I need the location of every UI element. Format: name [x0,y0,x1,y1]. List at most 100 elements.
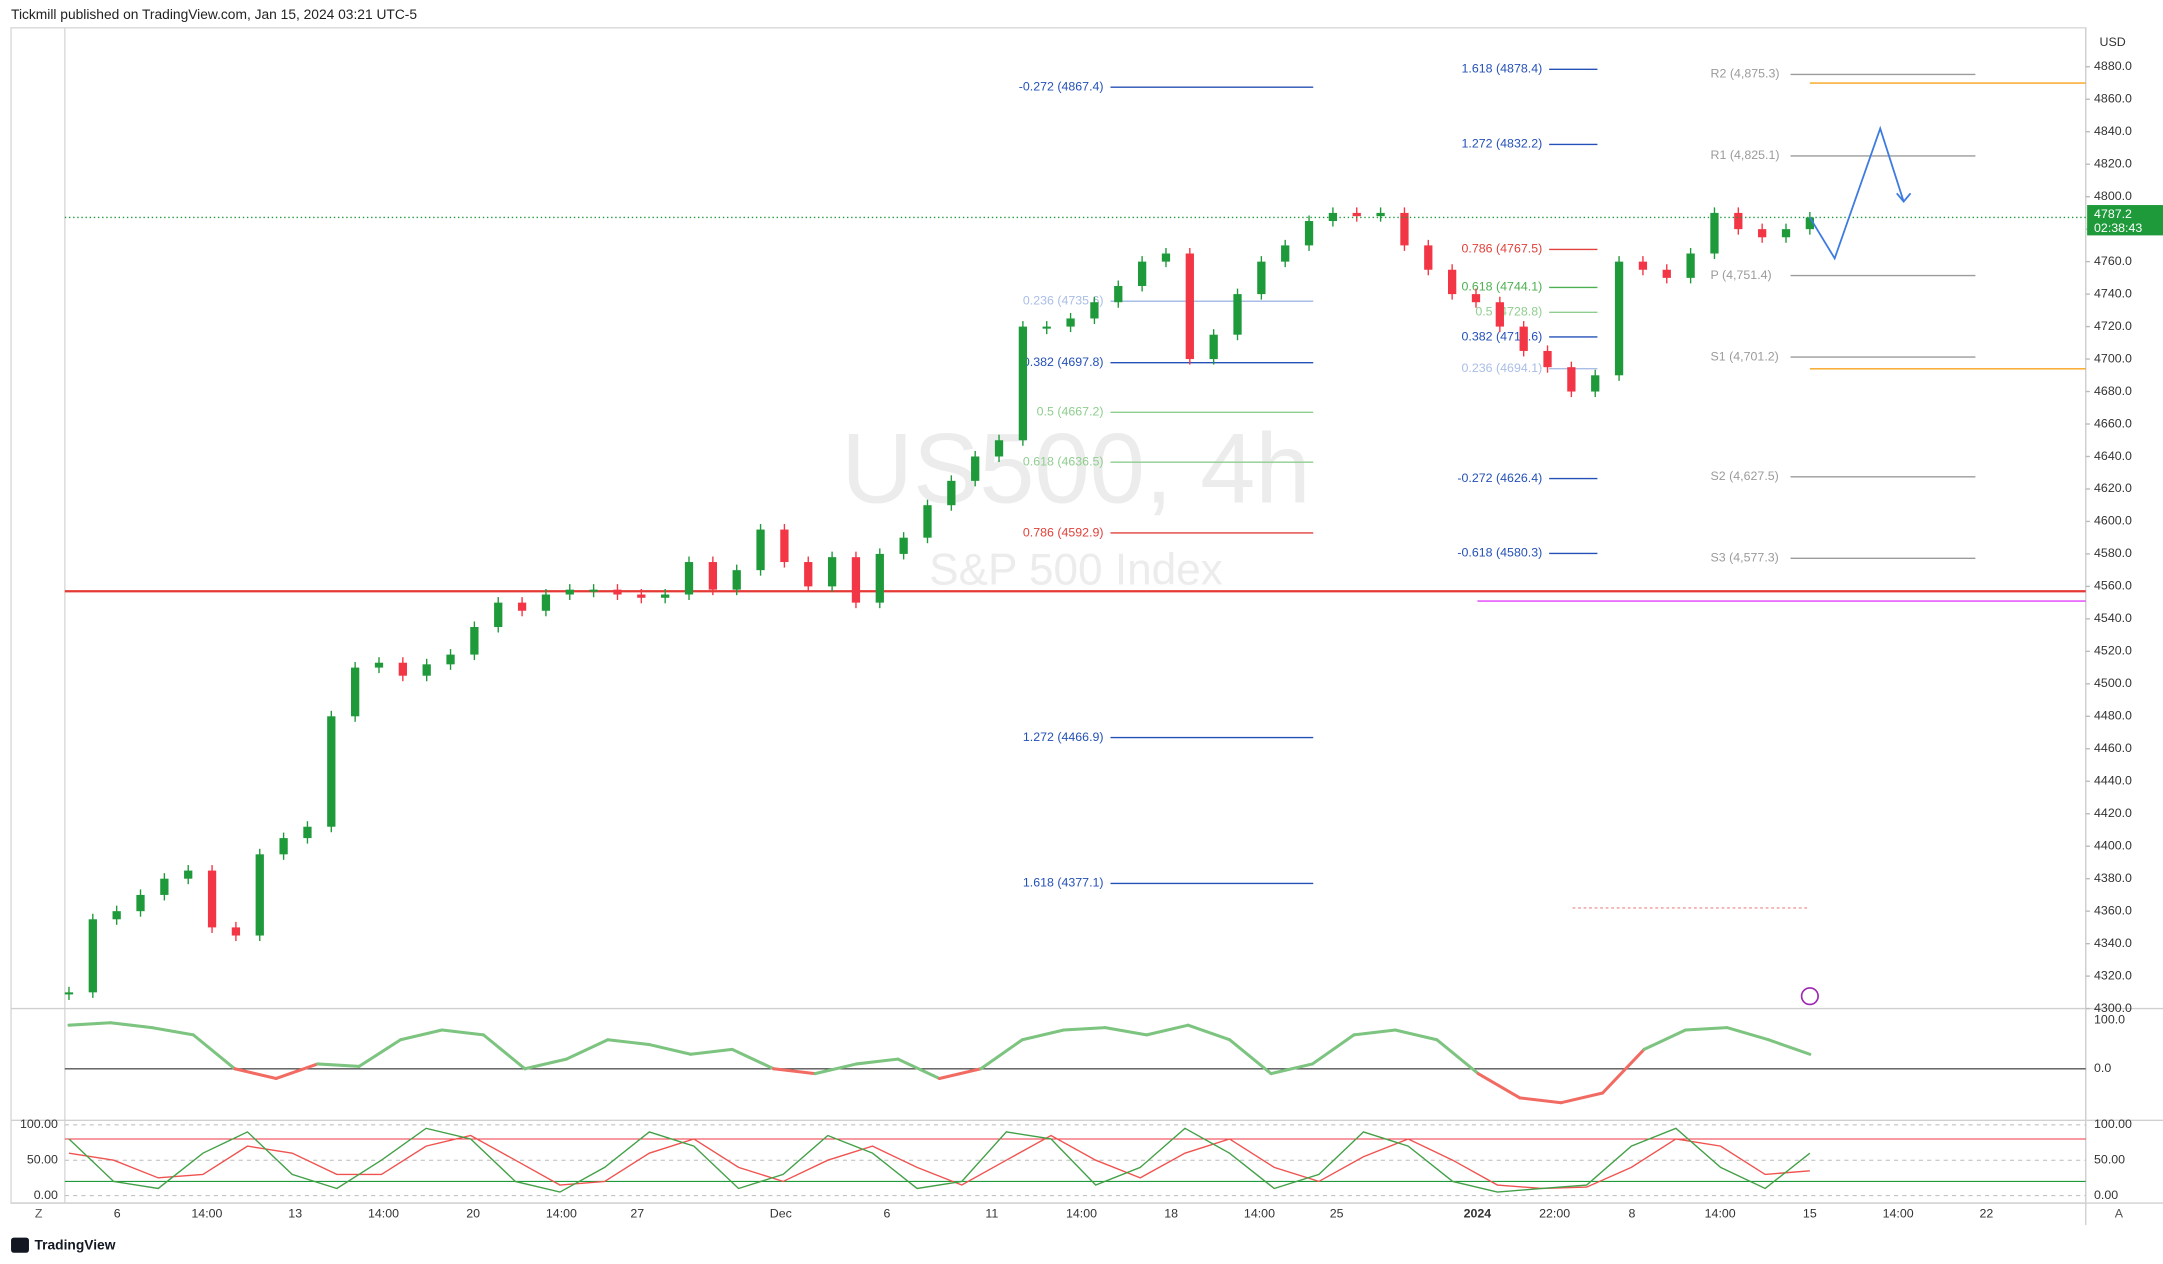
oscillator-segment [316,1062,361,1068]
y-tick-label-right: 100.00 [2094,1117,2132,1131]
y-tick-label: 4740.0 [2094,286,2132,300]
oscillator-segment [689,1047,734,1056]
oscillator-segment [150,1026,195,1037]
x-tick-label: 8 [1628,1206,1635,1220]
y-tick-label: 4480.0 [2094,709,2132,723]
y-tick-label: 50.00 [27,1153,58,1167]
fib-label: 0.382 (4697.8) [1023,355,1104,369]
x-tick-label: 14:00 [368,1206,399,1220]
candle [374,662,384,668]
candle [160,878,169,895]
projection [1809,125,1905,261]
candle [1805,217,1814,230]
y-tick-label: 4700.0 [2094,351,2132,365]
x-tick-label: 14:00 [1066,1206,1097,1220]
y-tick-label: 100.00 [20,1117,58,1131]
fib-label: 1.618 (4377.1) [1023,876,1104,890]
last-price-label: 4787.2 [2094,207,2132,221]
candle [589,589,598,592]
y-tick-label: 4640.0 [2094,449,2132,463]
candle [1424,245,1433,270]
fib-label: 1.618 (4878.4) [1462,62,1543,76]
oscillator-segment [1352,1028,1397,1037]
candle [1161,253,1171,262]
oscillator-segment [1559,1091,1605,1105]
oscillator-segment [1145,1023,1190,1037]
candle [422,664,431,676]
fib-label: 0.618 (4744.1) [1462,280,1543,294]
y-tick-label: 4880.0 [2094,59,2132,73]
fib-label: 0.5 (4728.8) [1475,305,1542,319]
candle [1471,294,1481,303]
oscillator-segment [1518,1096,1563,1105]
oscillator-segment [108,1021,154,1030]
y-tick-label: 0.0 [2094,1061,2111,1075]
candle [732,570,741,590]
candle [1042,326,1051,329]
oscillator-segment [399,1028,444,1042]
y-tick-label: 4320.0 [2094,968,2132,982]
oscillator-segment [564,1038,610,1061]
candle [231,927,241,936]
candle [517,602,527,611]
oscillator-segment [937,1067,983,1080]
candle [851,557,861,603]
oscillator-segment [1393,1028,1439,1042]
candle [279,838,288,855]
x-tick-label: 18 [1164,1206,1178,1220]
y-tick-label: 4300.0 [2094,1001,2132,1015]
candle [613,589,622,595]
candle [947,480,956,506]
candle [1758,229,1767,238]
alert-icon[interactable] [1800,987,1819,1006]
oscillator-segment [854,1057,900,1066]
y-tick-label: 4860.0 [2094,92,2132,106]
x-tick-label: 27 [630,1206,644,1220]
x-tick-label: 11 [985,1206,998,1220]
candle [541,594,551,611]
oscillator-segment [1642,1028,1688,1051]
oscillator-segment [67,1021,112,1027]
y-tick-label: 4800.0 [2094,189,2132,203]
fib-label: 1.272 (4466.9) [1023,730,1104,744]
y-tick-label: 4380.0 [2094,871,2132,885]
x-tick-label: 13 [288,1206,302,1220]
y-tick-label: 4680.0 [2094,384,2132,398]
oscillator-segment [1062,1026,1107,1032]
candle [1734,212,1743,230]
fib-label: 1.272 (4832.2) [1462,137,1543,151]
candle [1638,261,1648,270]
last-price-box [2087,205,2163,236]
watermark-description: S&P 500 Index [929,545,1223,594]
candle [1400,212,1409,246]
oscillator-segment [1228,1038,1273,1076]
brand-logo [11,1237,29,1253]
y-tick-label: 4580.0 [2094,546,2132,560]
candle [899,537,908,554]
x-tick-label: Dec [770,1206,792,1220]
x-tick-label: 14:00 [1705,1206,1736,1220]
candle [1686,253,1695,278]
candle [446,654,455,665]
candle [1543,350,1552,368]
candle [1257,261,1266,295]
button-z[interactable]: Z [35,1206,43,1220]
candle [1376,212,1385,217]
candle [994,440,1004,457]
oscillator-segment [1683,1026,1729,1032]
candle [1304,221,1314,246]
candle [327,716,336,827]
x-tick-label: 14:00 [1883,1206,1914,1220]
candle [756,529,765,571]
oscillator-segment [606,1038,651,1047]
candle [1018,326,1028,441]
y-tick-label: 4460.0 [2094,741,2132,755]
y-tick-label: 4360.0 [2094,903,2132,917]
y-tick-label: 4440.0 [2094,774,2132,788]
button-a[interactable]: A [2115,1206,2124,1220]
candle [1448,269,1457,295]
candle [1495,302,1504,327]
brand[interactable]: TradingView [34,1238,115,1253]
projection-arrowhead [1896,192,1912,203]
countdown: 02:38:43 [2094,221,2142,235]
